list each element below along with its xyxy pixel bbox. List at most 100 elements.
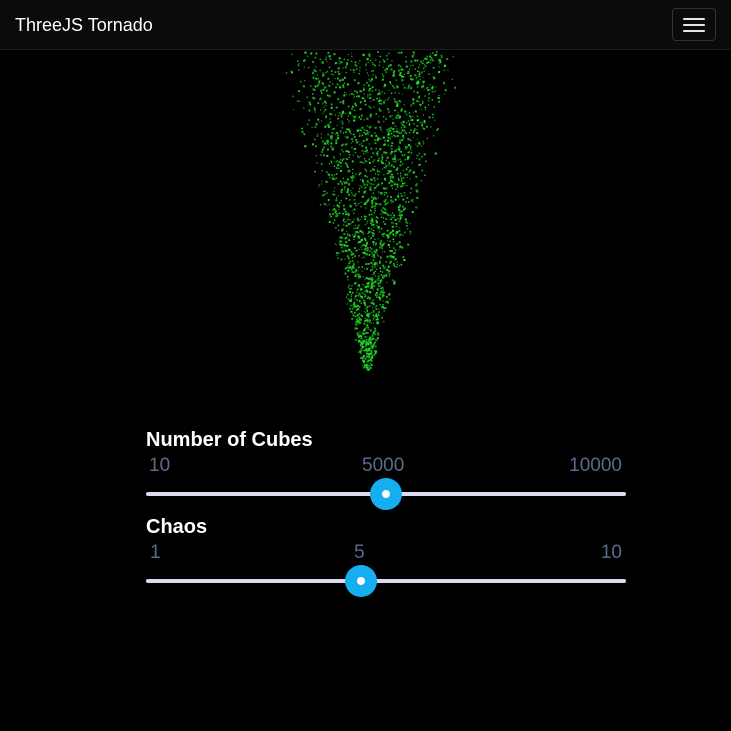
cube-particle [367,282,370,285]
cube-particle [369,270,372,272]
cube-particle [396,129,398,132]
cube-particle [358,135,360,137]
cube-particle [351,146,353,149]
cube-particle [407,120,410,122]
cube-particle [394,92,396,94]
cube-particle [429,61,431,64]
cube-particle [349,299,352,302]
cube-particle [361,346,364,349]
navbar-toggler-button[interactable] [672,8,716,41]
cube-particle [387,170,390,173]
cube-particle [327,173,329,175]
cube-particle [351,108,353,110]
cube-particle [356,273,359,275]
cube-particle [393,217,395,219]
cube-particle [363,98,365,100]
cube-particle [368,315,370,318]
cube-particle [326,60,328,62]
cube-particle [408,144,411,147]
cube-particle [399,172,402,175]
cube-particle [321,151,323,153]
cube-particle [353,136,356,138]
cubes-slider-thumb[interactable] [369,478,402,510]
cube-particle [368,297,371,300]
cube-particle [368,55,371,57]
cube-particle [343,186,346,189]
cube-particle [358,62,360,64]
cube-particle [298,63,300,65]
cube-particle [392,238,395,241]
cube-particle [334,78,336,80]
cube-particle [401,163,404,165]
cube-particle [369,93,372,96]
cube-particle [387,195,389,198]
cube-particle [422,85,425,88]
cube-particle [364,366,366,368]
cube-particle [346,303,349,305]
cube-particle [377,197,379,199]
cube-particle [396,131,399,134]
cube-particle [372,279,374,281]
cube-particle [404,218,407,221]
cube-particle [355,173,357,175]
cube-particle [341,250,344,253]
cube-particle [413,111,414,113]
cube-particle [357,275,360,277]
cube-particle [340,199,342,202]
cube-particle [348,169,351,172]
cube-particle [359,350,361,352]
cube-particle [402,182,405,185]
cube-particle [390,184,393,187]
cube-particle [372,317,375,319]
cube-particle [387,235,390,238]
cube-particle [350,191,352,193]
cube-particle [336,204,339,207]
cube-particle [378,97,380,99]
cube-particle [406,122,408,124]
cube-particle [313,97,316,100]
cube-particle [367,360,370,362]
cube-particle [382,264,384,266]
cube-particle [290,70,293,73]
cube-particle [393,131,395,133]
slider-thumb-dot [357,577,366,585]
cube-particle [358,248,360,251]
cube-particle [378,116,380,118]
cube-particle [308,66,310,69]
cube-particle [371,196,373,198]
cube-particle [342,143,345,146]
cube-particle [353,109,356,112]
cube-particle [370,100,372,102]
navbar-brand[interactable]: ThreeJS Tornado [15,15,153,35]
cube-particle [363,341,366,344]
cube-particle [389,257,391,259]
cube-particle [392,128,395,131]
chaos-slider-thumb[interactable] [345,565,378,597]
cube-particle [429,84,431,86]
cube-particle [361,343,363,345]
cube-particle [368,329,370,331]
cube-particle [416,190,419,193]
tornado-canvas[interactable] [0,51,731,391]
cube-particle [349,266,352,269]
hamburger-menu-icon [683,24,705,26]
cube-particle [375,242,377,245]
cube-particle [425,87,428,89]
chaos-slider-track[interactable] [146,579,626,583]
cube-particle [372,311,375,313]
cube-particle [371,199,374,202]
cube-particle [387,172,390,175]
cube-particle [421,85,423,88]
cube-particle [367,262,370,265]
cube-particle [362,330,365,333]
cube-particle [357,334,359,337]
cube-particle [380,244,383,247]
cube-particle [367,96,369,98]
cube-particle [388,109,390,111]
cube-particle [336,132,339,134]
cube-particle [367,317,369,319]
cube-particle [362,162,365,164]
cube-particle [386,187,388,189]
cube-particle [378,260,381,263]
cube-particle [325,115,327,117]
